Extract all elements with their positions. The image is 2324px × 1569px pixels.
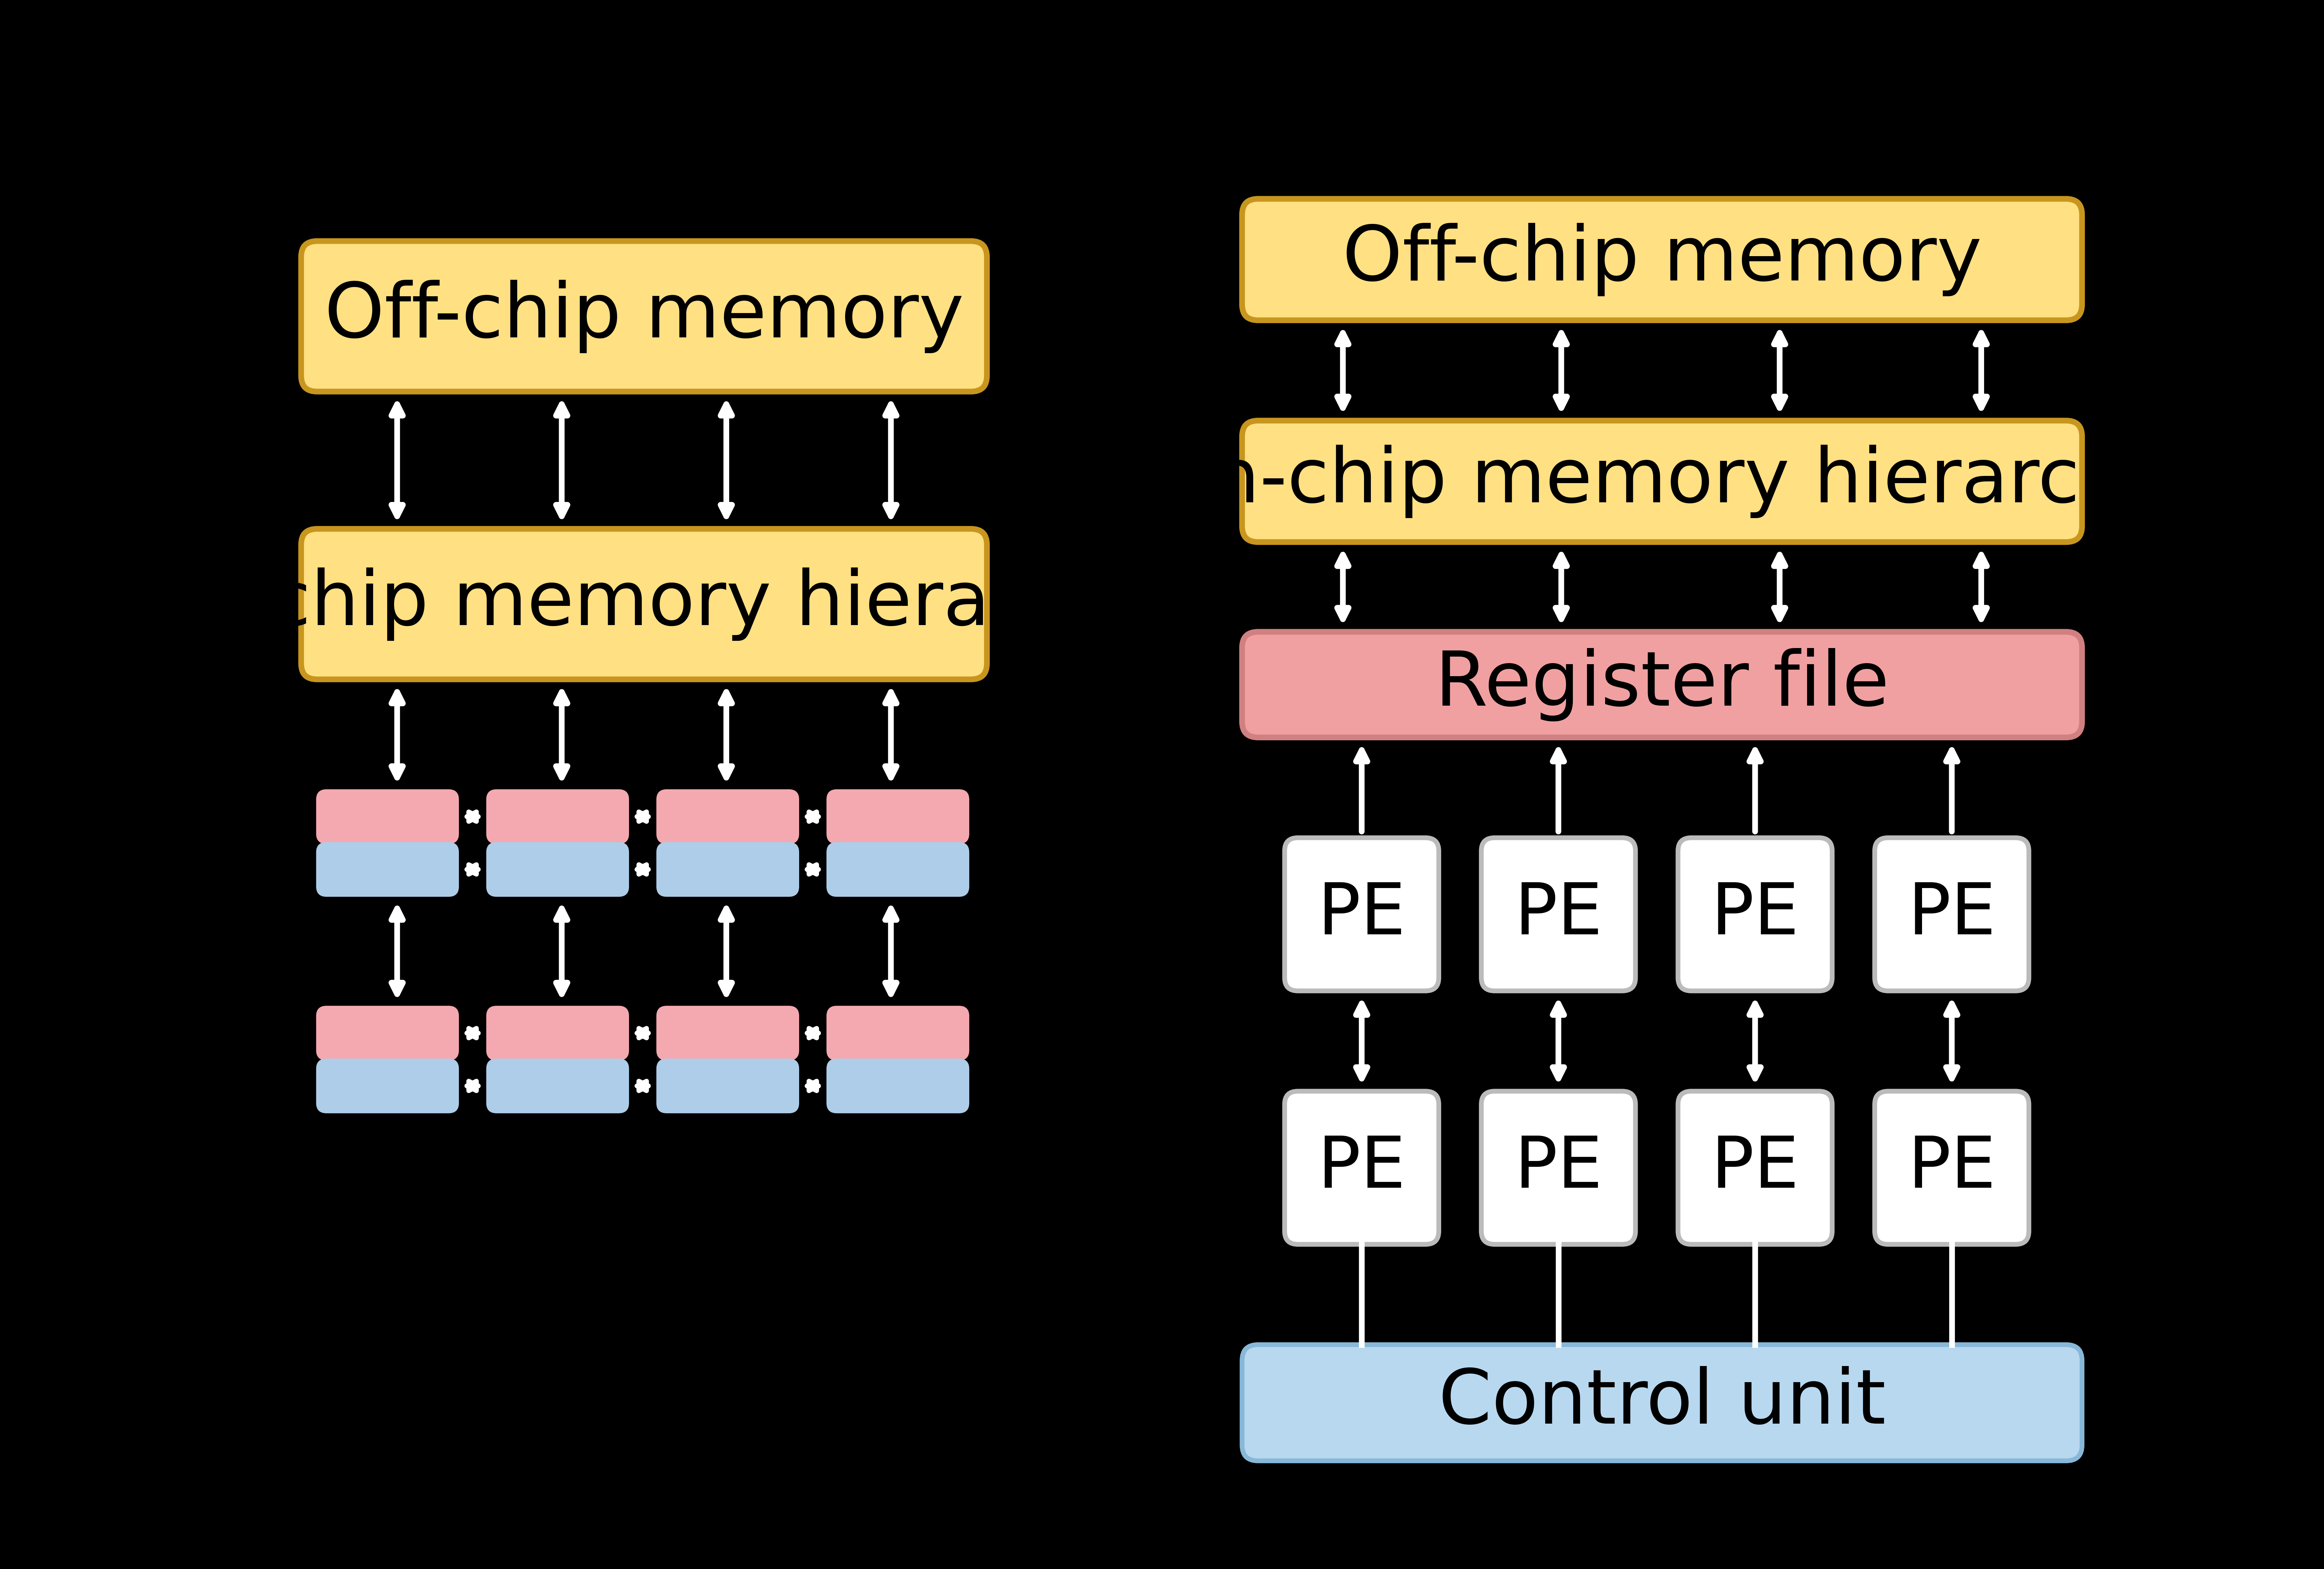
Text: On-chip memory hierarchy: On-chip memory hierarchy [1150, 444, 2173, 518]
Text: PE: PE [1908, 1133, 1996, 1202]
Text: PE: PE [1515, 880, 1604, 949]
Text: Register file: Register file [1434, 648, 1889, 722]
FancyBboxPatch shape [658, 843, 797, 896]
FancyBboxPatch shape [316, 791, 458, 843]
FancyBboxPatch shape [488, 791, 627, 843]
FancyBboxPatch shape [1480, 1090, 1636, 1244]
FancyBboxPatch shape [316, 843, 458, 896]
FancyBboxPatch shape [488, 1007, 627, 1059]
FancyBboxPatch shape [827, 1007, 969, 1059]
FancyBboxPatch shape [1678, 1090, 1831, 1244]
FancyBboxPatch shape [1480, 838, 1636, 992]
FancyBboxPatch shape [488, 843, 627, 896]
FancyBboxPatch shape [1241, 199, 2082, 320]
Text: PE: PE [1908, 880, 1996, 949]
Text: Off-chip memory: Off-chip memory [325, 279, 964, 353]
FancyBboxPatch shape [1678, 838, 1831, 992]
Text: On-chip memory hierarchy: On-chip memory hierarchy [132, 568, 1155, 640]
FancyBboxPatch shape [316, 1059, 458, 1112]
FancyBboxPatch shape [488, 1059, 627, 1112]
FancyBboxPatch shape [1241, 1345, 2082, 1461]
FancyBboxPatch shape [1241, 632, 2082, 737]
Text: PE: PE [1710, 1133, 1799, 1202]
Text: PE: PE [1710, 880, 1799, 949]
FancyBboxPatch shape [827, 1059, 969, 1112]
FancyBboxPatch shape [658, 1007, 797, 1059]
FancyBboxPatch shape [1285, 838, 1439, 992]
FancyBboxPatch shape [302, 529, 988, 679]
FancyBboxPatch shape [1241, 420, 2082, 541]
FancyBboxPatch shape [827, 843, 969, 896]
FancyBboxPatch shape [302, 242, 988, 392]
Text: PE: PE [1515, 1133, 1604, 1202]
FancyBboxPatch shape [827, 791, 969, 843]
FancyBboxPatch shape [316, 1007, 458, 1059]
FancyBboxPatch shape [1875, 1090, 2029, 1244]
FancyBboxPatch shape [1285, 1090, 1439, 1244]
FancyBboxPatch shape [658, 1059, 797, 1112]
FancyBboxPatch shape [658, 791, 797, 843]
FancyBboxPatch shape [1875, 838, 2029, 992]
Text: PE: PE [1318, 1133, 1406, 1202]
Text: Off-chip memory: Off-chip memory [1343, 223, 1982, 297]
Text: Control unit: Control unit [1439, 1367, 1885, 1439]
Text: PE: PE [1318, 880, 1406, 949]
